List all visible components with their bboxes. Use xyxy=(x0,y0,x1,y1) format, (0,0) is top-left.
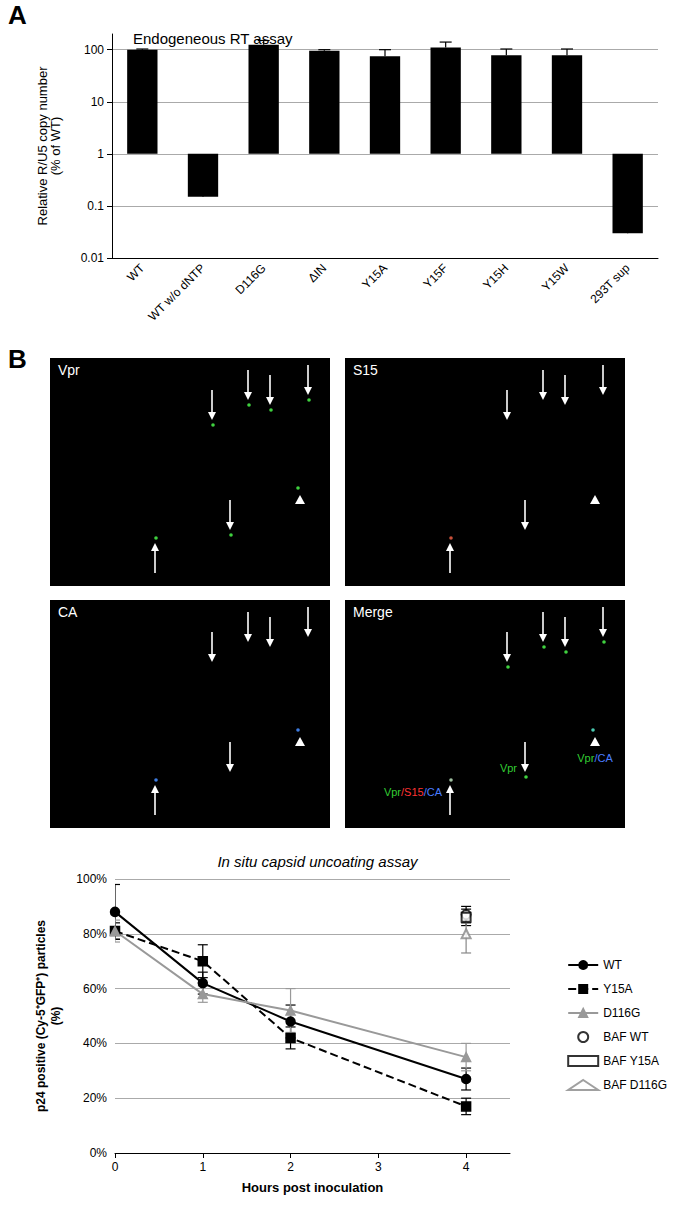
svg-text:1: 1 xyxy=(199,1160,206,1174)
svg-text:WT w/o dNTP: WT w/o dNTP xyxy=(145,261,207,323)
svg-text:Y15A: Y15A xyxy=(359,261,390,292)
svg-text:BAF Y15A: BAF Y15A xyxy=(603,1054,659,1068)
svg-text:D116G: D116G xyxy=(232,261,268,297)
svg-text:(% of WT): (% of WT) xyxy=(48,117,63,176)
svg-text:Y15W: Y15W xyxy=(539,261,572,294)
svg-text:Vpr: Vpr xyxy=(58,362,80,378)
svg-text:60%: 60% xyxy=(83,982,107,996)
svg-text:BAF WT: BAF WT xyxy=(603,1030,649,1044)
svg-text:Vpr/S15/CA: Vpr/S15/CA xyxy=(384,786,443,798)
svg-text:D116G: D116G xyxy=(603,1006,640,1020)
svg-text:BAF D116G: BAF D116G xyxy=(603,1078,667,1092)
svg-text:Endogeneous RT assay: Endogeneous RT assay xyxy=(133,30,293,47)
svg-text:Relative R/U5 copy number: Relative R/U5 copy number xyxy=(35,66,50,226)
svg-text:Hours post inoculation: Hours post inoculation xyxy=(242,1180,384,1195)
svg-text:ΔIN: ΔIN xyxy=(305,261,329,285)
svg-text:(%): (%) xyxy=(49,1007,63,1026)
svg-text:2: 2 xyxy=(287,1160,294,1174)
svg-text:1: 1 xyxy=(97,147,104,161)
html-text:B: B xyxy=(8,344,27,374)
svg-text:WT: WT xyxy=(124,261,148,285)
svg-text:Y15F: Y15F xyxy=(420,261,450,291)
svg-text:10: 10 xyxy=(91,95,105,109)
svg-text:100%: 100% xyxy=(76,872,107,886)
svg-text:4: 4 xyxy=(463,1160,470,1174)
svg-text:p24 positive (Cy-5⁺GFP⁺) parti: p24 positive (Cy-5⁺GFP⁺) particles xyxy=(34,920,48,1112)
svg-text:Y15H: Y15H xyxy=(480,261,511,292)
svg-text:Vpr/CA: Vpr/CA xyxy=(577,752,613,764)
svg-text:Merge: Merge xyxy=(353,604,393,620)
svg-text:Y15A: Y15A xyxy=(603,982,632,996)
svg-text:80%: 80% xyxy=(83,927,107,941)
svg-text:0: 0 xyxy=(112,1160,119,1174)
svg-text:100: 100 xyxy=(84,43,104,57)
svg-text:S15: S15 xyxy=(353,362,378,378)
svg-text:0.01: 0.01 xyxy=(81,251,105,265)
svg-text:In situ capsid uncoating assay: In situ capsid uncoating assay xyxy=(217,853,419,870)
svg-text:3: 3 xyxy=(375,1160,382,1174)
svg-text:0%: 0% xyxy=(90,1146,108,1160)
svg-text:Vpr: Vpr xyxy=(500,762,517,774)
svg-text:0.1: 0.1 xyxy=(87,199,104,213)
svg-text:20%: 20% xyxy=(83,1091,107,1105)
svg-text:WT: WT xyxy=(603,958,622,972)
svg-text:293T sup: 293T sup xyxy=(588,261,633,306)
svg-text:CA: CA xyxy=(58,604,78,620)
svg-text:40%: 40% xyxy=(83,1036,107,1050)
html-text:A: A xyxy=(8,0,27,30)
